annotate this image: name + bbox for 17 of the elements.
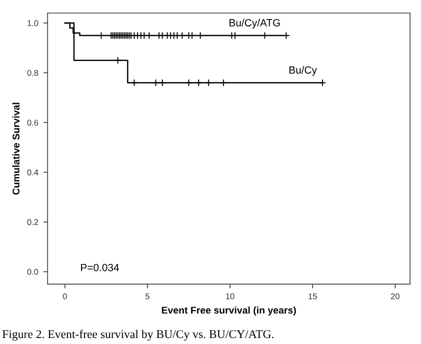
series-label: Bu/Cy/ATG <box>230 18 280 29</box>
x-tick-label: 15 <box>308 293 317 300</box>
x-axis-title: Event Free survival (in years) <box>162 306 296 316</box>
y-tick-label: 0.4 <box>27 169 38 176</box>
annotation: P=0.034 <box>81 264 119 272</box>
y-tick-label: 0.6 <box>27 120 38 126</box>
x-tick-label: 20 <box>390 293 400 300</box>
series-label: Bu/Cy <box>289 66 317 76</box>
y-axis-title: Cumulative Survival <box>12 102 20 195</box>
x-tick-label: 0 <box>62 293 67 300</box>
y-tick-label: 1.0 <box>28 20 38 26</box>
x-tick-label: 5 <box>146 293 150 300</box>
x-tick-label: 10 <box>226 293 234 300</box>
y-tick-label: 0.8 <box>27 70 38 76</box>
y-tick-label: 0.0 <box>27 268 38 275</box>
y-tick-label: 0.2 <box>27 219 38 226</box>
caption: Figure 2. Event-free survival by BU/Cy vs. BU/CY/ATG. <box>2 330 274 341</box>
